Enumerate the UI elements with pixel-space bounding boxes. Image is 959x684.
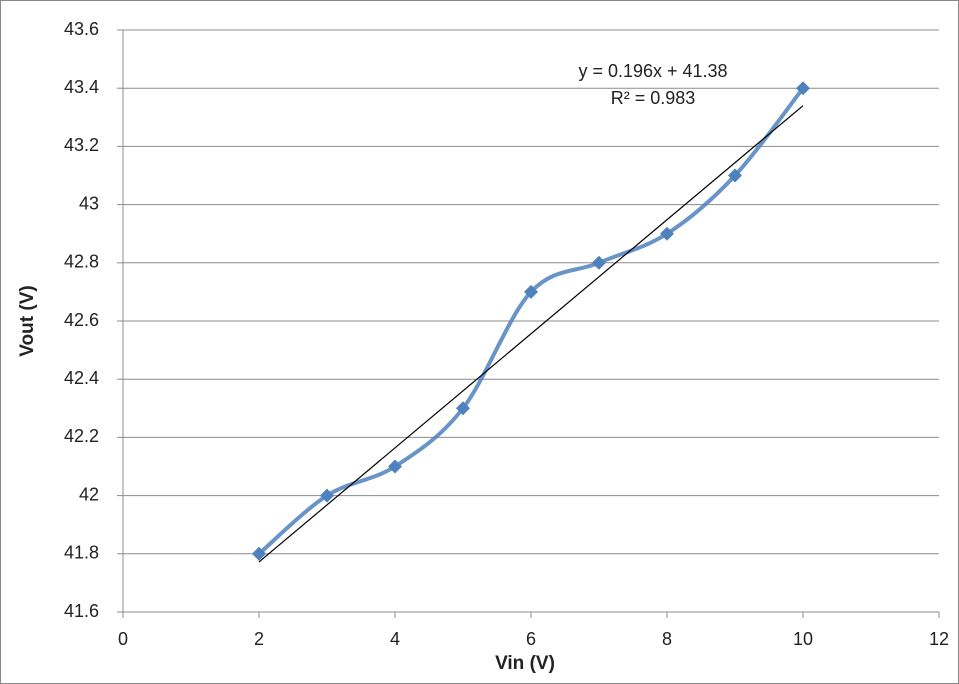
trendline-r-squared: R² = 0.983 — [611, 88, 696, 108]
y-tick-label: 42.4 — [64, 368, 99, 388]
y-tick-label: 41.8 — [64, 543, 99, 563]
x-tick-label: 8 — [662, 629, 672, 649]
y-tick-label: 43.4 — [64, 77, 99, 97]
y-tick-label: 42.8 — [64, 252, 99, 272]
x-tick-label: 6 — [526, 629, 536, 649]
x-tick-label: 4 — [390, 629, 400, 649]
y-tick-label: 41.6 — [64, 601, 99, 621]
x-tick-label: 0 — [118, 629, 128, 649]
y-tick-label: 42 — [79, 484, 99, 504]
chart-border — [1, 1, 959, 684]
x-tick-label: 10 — [793, 629, 813, 649]
chart: Vout (V) Vin (V) 41.641.84242.242.442.64… — [0, 0, 959, 684]
y-tick-label: 43 — [79, 193, 99, 213]
trendline-equation: y = 0.196x + 41.38 — [578, 61, 727, 81]
y-axis-title: Vout (V) — [17, 285, 38, 356]
y-tick-label: 42.6 — [64, 310, 99, 330]
x-axis-title: Vin (V) — [495, 653, 555, 674]
x-tick-label: 12 — [929, 629, 949, 649]
y-tick-label: 43.2 — [64, 135, 99, 155]
y-tick-label: 43.6 — [64, 19, 99, 39]
y-tick-label: 42.2 — [64, 426, 99, 446]
x-tick-label: 2 — [254, 629, 264, 649]
